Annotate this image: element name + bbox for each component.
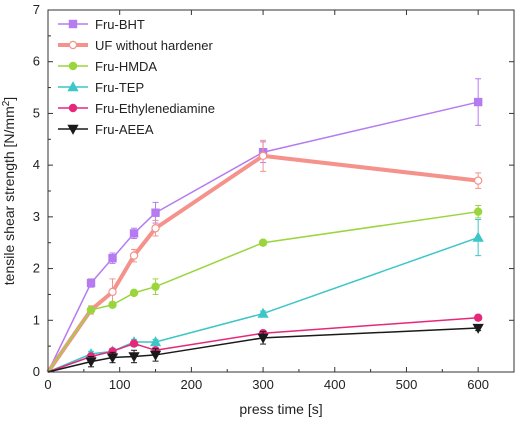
data-point: [258, 151, 268, 161]
data-point: [473, 176, 483, 185]
y-tick-label: 6: [33, 54, 40, 69]
legend-label: Fru-BHT: [95, 17, 145, 32]
series-line: [47, 316, 479, 373]
data-point: [129, 251, 139, 260]
data-point: [258, 238, 268, 247]
y-axis-label-superscript: 2: [1, 100, 12, 106]
x-tick-label: 200: [181, 377, 203, 392]
legend: Fru-BHT UF without hardener Fru-HMDA Fru-TE…: [58, 17, 215, 137]
legend-swatch-marker: [68, 40, 78, 50]
data-point: [129, 339, 139, 348]
x-tick-label: 300: [252, 377, 274, 392]
legend-label: Fru-Ethylenediamine: [95, 101, 215, 116]
series-fru-ethylenediamine: [47, 313, 483, 373]
data-point: [108, 254, 117, 263]
x-tick-label: 100: [109, 377, 131, 392]
data-point: [257, 307, 269, 318]
data-point: [151, 208, 160, 217]
data-point: [86, 305, 96, 315]
data-point: [129, 288, 139, 298]
data-point: [473, 207, 483, 216]
legend-item: Fru-BHT: [58, 17, 145, 32]
data-point: [473, 313, 483, 322]
series-fru-aeea: [47, 323, 484, 373]
y-tick-label: 0: [33, 364, 40, 379]
data-point: [472, 323, 484, 334]
data-point: [108, 287, 117, 297]
data-point: [473, 97, 483, 107]
legend-label: Fru-HMDA: [95, 59, 157, 74]
data-point: [472, 231, 484, 242]
x-axis-label: press time [s]: [239, 401, 322, 417]
data-point: [128, 352, 140, 363]
x-tick-label: 500: [396, 377, 418, 392]
x-tick-label: 600: [467, 377, 489, 392]
data-point: [86, 278, 96, 288]
legend-swatch-marker: [68, 61, 78, 71]
data-point: [151, 282, 160, 291]
data-point: [257, 333, 269, 344]
legend-label: Fru-AEEA: [95, 122, 154, 137]
legend-item: Fru-AEEA: [58, 122, 154, 137]
legend-item: Fru-TEP: [58, 80, 144, 95]
legend-swatch-marker: [68, 19, 78, 29]
legend-label: UF without hardener: [95, 38, 213, 53]
y-tick-label: 3: [33, 209, 40, 224]
data-point: [106, 353, 119, 364]
legend-item: Fru-HMDA: [58, 59, 157, 74]
x-tick-label: 400: [324, 377, 346, 392]
y-tick-label: 7: [33, 2, 40, 17]
y-tick-label: 5: [33, 105, 40, 120]
legend-swatch-marker: [67, 124, 79, 135]
legend-item: Fru-Ethylenediamine: [58, 101, 215, 116]
data-point: [129, 229, 139, 238]
data-point: [149, 336, 162, 347]
y-axis-label: tensile shear strength [N/mm2]: [1, 97, 17, 285]
legend-swatch-marker: [68, 103, 78, 113]
chart-marks: [46, 78, 484, 374]
y-tick-label: 2: [33, 261, 40, 276]
data-point: [108, 300, 117, 309]
data-point: [85, 357, 97, 368]
data-point: [151, 224, 160, 233]
y-tick-label: 4: [33, 157, 40, 172]
legend-swatch-marker: [67, 81, 79, 92]
x-tick-label: 0: [44, 377, 51, 392]
series-fru-hmda: [47, 204, 483, 373]
data-point: [149, 350, 162, 361]
legend-label: Fru-TEP: [95, 80, 144, 95]
y-tick-label: 1: [33, 312, 40, 327]
axis-ticks: 0 100 200 300 400 500 600 0 1 2 3 4 5 6 7: [33, 2, 514, 392]
legend-item: UF without hardener: [58, 38, 213, 53]
